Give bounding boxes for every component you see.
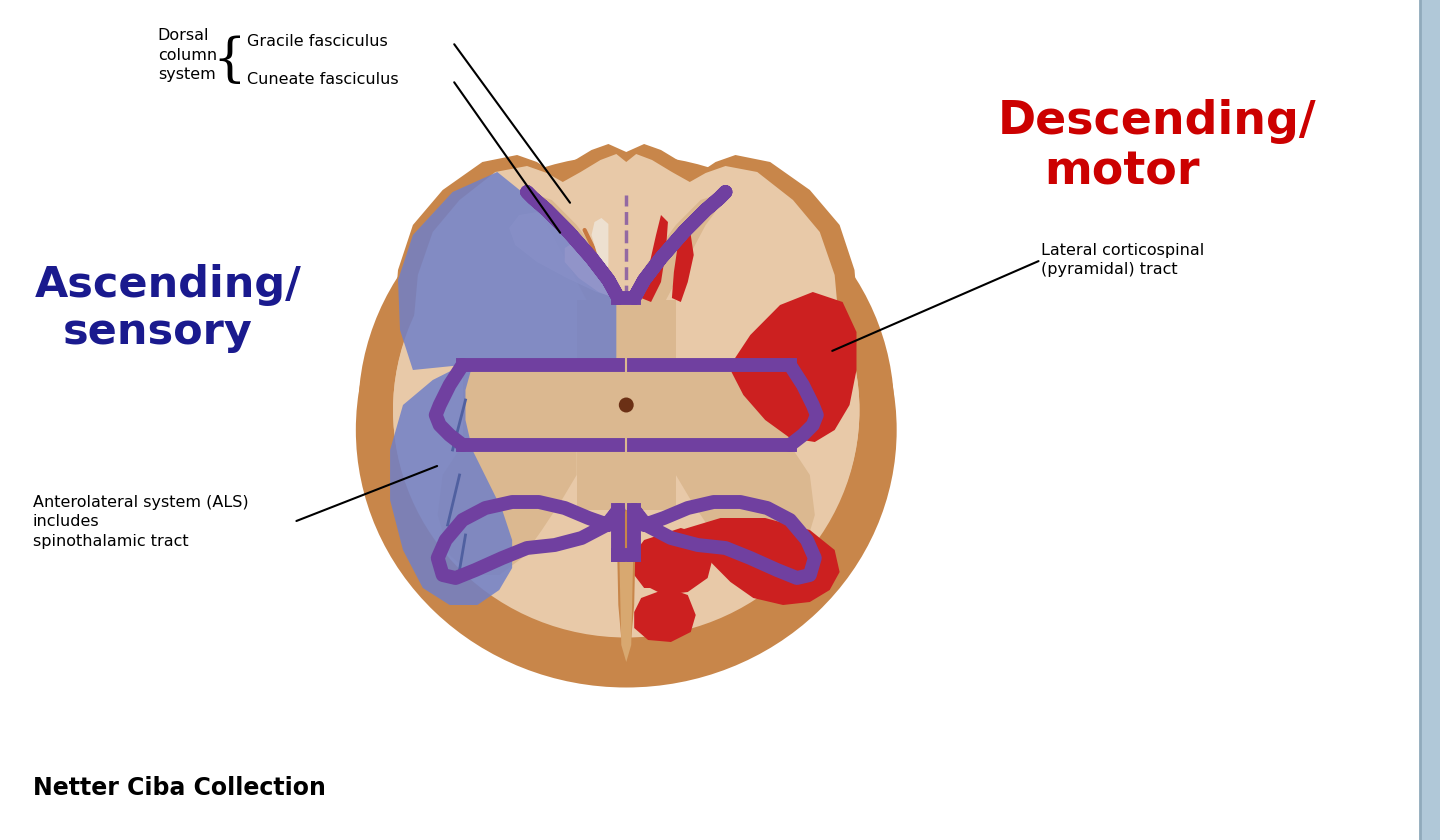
Text: motor: motor <box>1044 150 1200 195</box>
Ellipse shape <box>356 172 897 687</box>
Polygon shape <box>616 510 636 665</box>
Polygon shape <box>619 555 634 662</box>
Polygon shape <box>462 365 791 445</box>
Ellipse shape <box>359 155 894 665</box>
Polygon shape <box>636 528 714 595</box>
Polygon shape <box>510 212 616 298</box>
Text: {: { <box>213 35 246 87</box>
Text: Netter Ciba Collection: Netter Ciba Collection <box>33 776 325 800</box>
Text: Lateral corticospinal
(pyramidal) tract: Lateral corticospinal (pyramidal) tract <box>1041 243 1204 277</box>
Polygon shape <box>634 588 696 642</box>
Text: Descending/: Descending/ <box>998 99 1316 144</box>
Ellipse shape <box>393 182 860 638</box>
Polygon shape <box>576 300 675 510</box>
Polygon shape <box>730 292 857 442</box>
Polygon shape <box>641 215 668 302</box>
Ellipse shape <box>802 331 847 379</box>
Polygon shape <box>681 518 840 605</box>
Polygon shape <box>413 154 840 330</box>
Polygon shape <box>592 218 608 275</box>
Text: Cuneate fasciculus: Cuneate fasciculus <box>248 72 399 87</box>
Polygon shape <box>531 195 621 300</box>
Polygon shape <box>438 445 576 575</box>
Text: Anterolateral system (ALS)
includes
spinothalamic tract: Anterolateral system (ALS) includes spin… <box>33 495 249 549</box>
Polygon shape <box>672 232 694 302</box>
Text: Ascending/: Ascending/ <box>35 264 301 306</box>
Text: sensory: sensory <box>63 311 253 353</box>
Polygon shape <box>397 172 616 370</box>
Text: Dorsal
column
system: Dorsal column system <box>158 28 217 82</box>
Polygon shape <box>675 445 815 575</box>
Ellipse shape <box>619 397 634 412</box>
Ellipse shape <box>393 187 860 633</box>
Text: Gracile fasciculus: Gracile fasciculus <box>248 34 387 50</box>
Polygon shape <box>393 144 860 330</box>
Polygon shape <box>634 550 670 588</box>
Polygon shape <box>390 365 513 605</box>
Polygon shape <box>564 242 616 298</box>
Polygon shape <box>631 195 720 300</box>
